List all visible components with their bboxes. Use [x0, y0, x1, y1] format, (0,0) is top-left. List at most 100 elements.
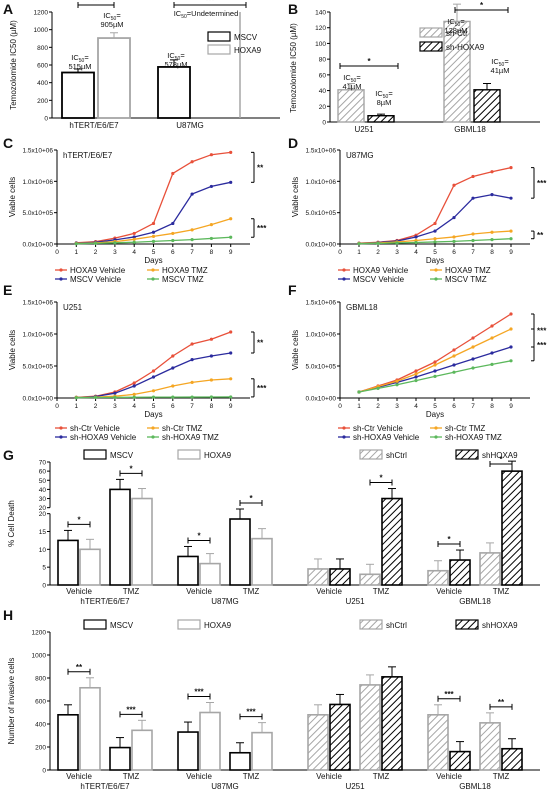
panel-g-sig-6-label: * [499, 455, 503, 464]
panel-e-legend-2-marker [151, 426, 155, 430]
panel-f-xticklabel-1: 1 [357, 403, 361, 410]
panel-g-legend-0-text: MSCV [110, 451, 134, 460]
panel-e-series-0-point-5 [171, 354, 175, 358]
panel-a-ic50-1-value: 905µM [100, 20, 123, 29]
panel-h-group-1: U87MG [211, 782, 239, 791]
panel-f-series-3-point-6 [471, 366, 475, 370]
panel-h-category-5: TMZ [373, 772, 390, 781]
panel-e-series-3-point-5 [171, 395, 175, 399]
panel-f-xticklabel-6: 6 [452, 403, 456, 410]
panel-h-legend-3-swatch [455, 619, 479, 630]
panel-c-series-1-point-7 [209, 184, 213, 189]
panel-d-xticklabel-4: 4 [414, 249, 418, 256]
panel-d-series-3-point-4 [433, 240, 437, 244]
panel-e-series-1-point-4 [151, 375, 156, 379]
panel-label-b: B [288, 1, 298, 17]
panel-e-legend-2-text: sh-Ctr TMZ [162, 424, 202, 433]
panel-f-series-0-point-4 [433, 360, 437, 364]
panel-h-bar-treated-1 [131, 729, 153, 771]
panel-b-yaxis-ticklabel-1: 20 [319, 104, 327, 111]
panel-e-yaxis-ticklabel-3: 1.5x10+06 [22, 300, 53, 307]
panel-f-series-2-point-8 [509, 327, 513, 331]
panel-e-series-2-point-8 [229, 377, 233, 381]
panel-e-xticklabel-9: 9 [229, 403, 233, 410]
panel-f-series-0-point-6 [471, 336, 475, 340]
panel-b-bar-0-1 [443, 20, 471, 123]
panel-f-series-3-point-3 [414, 379, 418, 383]
panel-h-bar-control-5 [359, 684, 381, 771]
panel-g-bar-treated-2 [199, 562, 221, 586]
panel-d-legend-2-marker [434, 268, 438, 272]
panel-f-legend-1-text: sh-HOXA9 Vehicle [353, 433, 420, 442]
panel-g-category-7: TMZ [493, 587, 510, 596]
panel-c-series-0-point-7 [209, 153, 213, 157]
panel-f-sig-1-label: *** [537, 341, 547, 350]
panel-g-category-0: Vehicle [66, 587, 92, 596]
panel-g-sig-3-label: * [249, 494, 253, 503]
panel-c-legend-3-marker [151, 277, 155, 281]
panel-e-series-2-point-7 [209, 378, 213, 382]
panel-e-xticklabel-8: 8 [210, 403, 214, 410]
panel-c-sig-1-label: *** [257, 224, 267, 233]
panel-label-e: E [3, 282, 12, 298]
panel-f-inner-title: GBML18 [346, 303, 378, 312]
panel-g-bar-control-1 [109, 488, 131, 586]
panel-g-ticklabel-lower-4: 20 [39, 511, 47, 518]
panel-c-series-2-point-3 [132, 237, 136, 241]
panel-label-c: C [3, 135, 13, 151]
panel-g-bar-treated-7 [501, 470, 523, 586]
panel-e-series-3-point-6 [190, 395, 194, 399]
panel-f-series-3-point-7 [490, 362, 494, 366]
panel-e-yaxis-ticklabel-0: 0.0x10+00 [22, 396, 53, 403]
panel-f-yaxis-ticklabel-3: 1.5x10+06 [305, 300, 336, 307]
panel-c-xticklabel-7: 7 [190, 249, 194, 256]
panel-h-sig-1-label: *** [126, 705, 136, 714]
panel-g-ticklabel-upper-4: 60 [39, 469, 47, 476]
panel-g-category-1: TMZ [123, 587, 140, 596]
panel-a-ic50-0-value: 515µM [68, 62, 91, 71]
panel-c-legend-2-text: HOXA9 TMZ [162, 266, 208, 275]
panel-label-h: H [3, 607, 13, 623]
panel-g-sig-1-label: * [129, 464, 133, 473]
panel-g-category-2: Vehicle [186, 587, 212, 596]
panel-a-ic50-3: IC50=Undetermined [174, 9, 239, 20]
panel-c-series-3-point-1 [94, 241, 98, 246]
panel-e-series-0-point-6 [190, 342, 194, 346]
panel-c-xticklabel-6: 6 [171, 249, 175, 256]
panel-g-ticklabel-upper-5: 70 [39, 460, 47, 467]
panel-h-ylabel: Number of invasive cells [7, 658, 16, 745]
panel-b-legend-0-swatch [419, 27, 443, 38]
panel-b-category-0: U251 [354, 125, 374, 134]
panel-g-bar-treated-6 [449, 559, 471, 586]
panel-a-ic50-2-value: 578µM [164, 60, 187, 69]
panel-h-bar-control-2 [177, 731, 199, 771]
panel-f-series-2-point-2 [395, 379, 399, 383]
panel-a-yaxis-ticklabel-3: 600 [37, 63, 48, 70]
panel-c-sig-0-label: ** [257, 163, 264, 172]
panel-f-legend-0-text: sh-Ctr Vehicle [353, 424, 403, 433]
panel-a-category-1: U87MG [176, 121, 204, 130]
panel-g-bar-treated-4 [329, 568, 351, 586]
panel-e-series-3-point-1 [94, 395, 98, 400]
panel-d-series-2-point-7 [490, 230, 494, 234]
panel-c-legend-2-marker [151, 268, 155, 272]
panel-g-bar-control-0 [57, 539, 79, 586]
panel-f-series-1-point-5 [452, 363, 456, 367]
panel-e-series-1-point-5 [171, 366, 175, 370]
panel-e-series-0-point-4 [151, 369, 156, 373]
panel-d-legend-0-marker [342, 268, 346, 272]
panel-f-series-1-point-4 [433, 369, 437, 373]
panel-f-series-1-point-7 [490, 351, 494, 355]
panel-c-series-2-point-7 [209, 223, 213, 227]
panel-a-ic50-0: IC50= [71, 53, 89, 64]
panel-c-xticklabel-4: 4 [132, 249, 136, 256]
panel-h-sig-0-label: ** [76, 663, 83, 672]
panel-a-ylabel: Temozolomide IC50 (µM) [9, 20, 18, 110]
panel-e-xticklabel-0: 0 [55, 403, 59, 410]
panel-c-legend-0-text: HOXA9 Vehicle [70, 266, 126, 275]
panel-a-sig-0-label: ** [93, 0, 100, 5]
panel-b-yaxis-ticklabel-2: 40 [319, 88, 327, 95]
panel-c-series-2-point-8 [229, 217, 233, 221]
panel-h-yaxis-ticklabel-6: 1200 [32, 630, 47, 637]
panel-f-legend-3-text: sh-HOXA9 TMZ [445, 433, 502, 442]
